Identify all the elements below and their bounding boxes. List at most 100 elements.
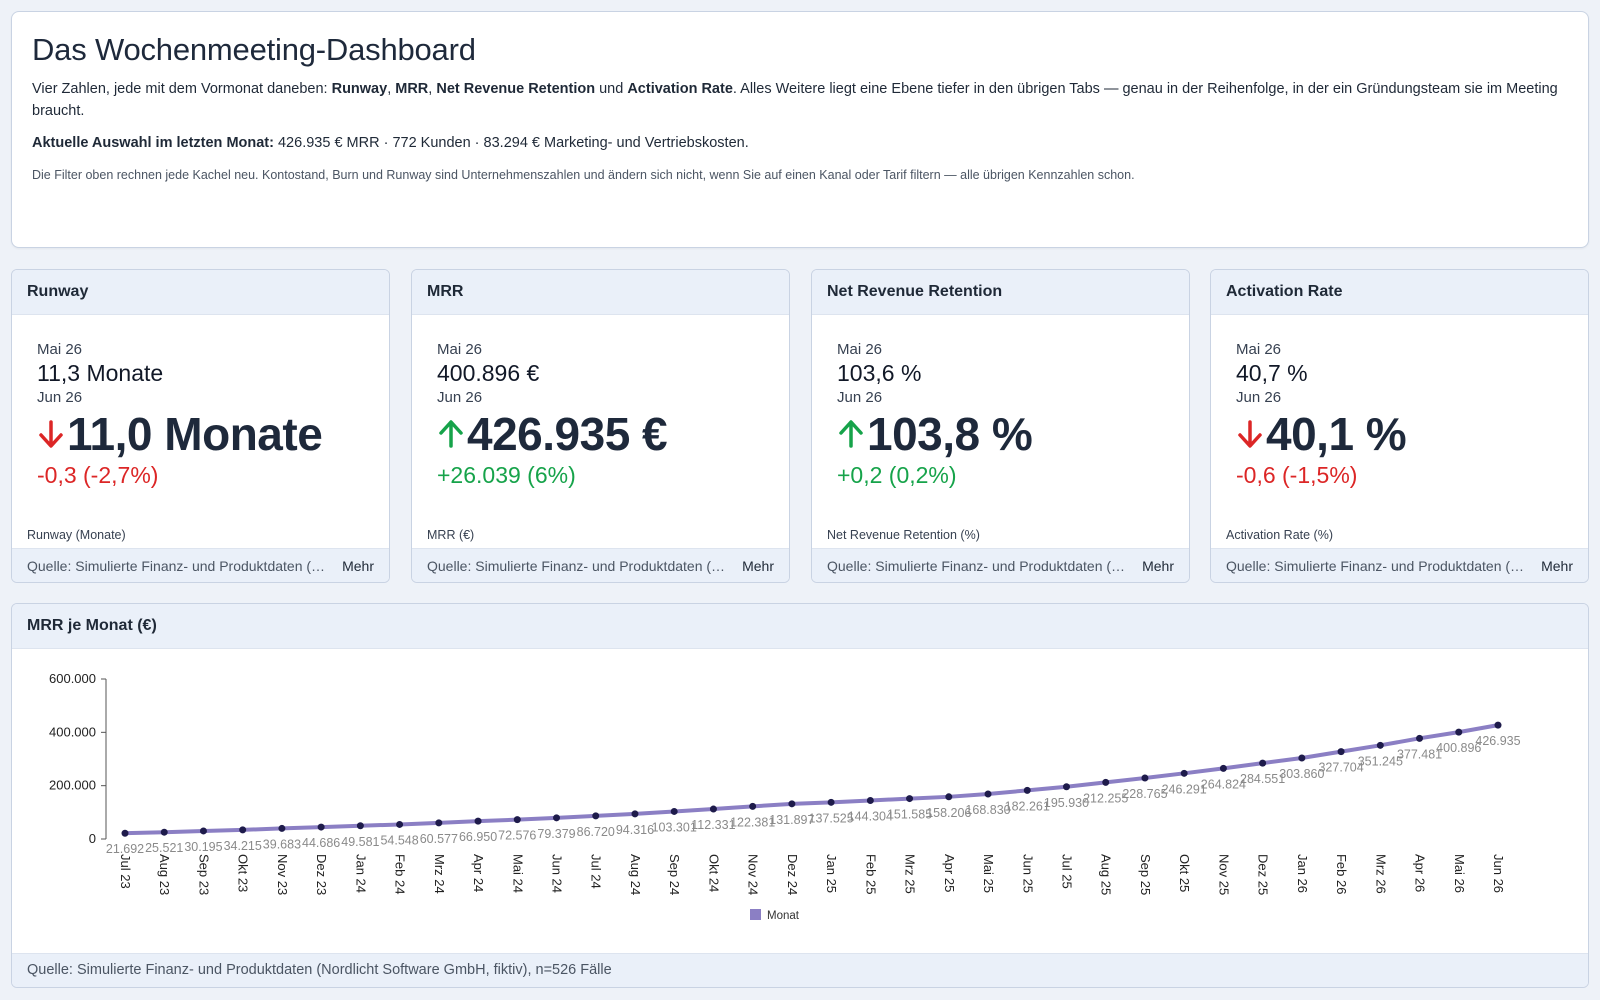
data-point (435, 819, 443, 827)
current-period-value: 11,0 Monate (67, 408, 323, 460)
data-point (1102, 778, 1110, 786)
x-tick-label: Aug 23 (157, 854, 172, 895)
x-tick-label: Nov 23 (275, 854, 290, 895)
arrow-down-icon (1238, 420, 1262, 448)
kpi-unit: Activation Rate (%) (1226, 528, 1333, 542)
x-tick-label: Aug 25 (1099, 854, 1114, 895)
data-label: 122.381 (730, 815, 775, 829)
data-point (356, 822, 364, 830)
data-label: 212.255 (1083, 791, 1128, 805)
current-period-value: 40,1 % (1266, 408, 1407, 460)
current-period-value: 103,8 % (867, 408, 1033, 460)
lead-bold-runway: Runway (331, 81, 388, 97)
x-tick-label: Okt 24 (706, 854, 721, 892)
x-tick-label: Feb 25 (863, 854, 878, 894)
data-label: 284.551 (1240, 772, 1285, 786)
data-label: 327.704 (1318, 761, 1363, 775)
series-line-monat (124, 723, 1499, 836)
selection-label: Aktuelle Auswahl im letzten Monat: (32, 135, 274, 151)
data-point (513, 816, 521, 824)
current-period-label: Jun 26 (1236, 389, 1282, 406)
data-point (239, 826, 247, 834)
kpi-card-mrr: MRR Mai 26 400.896 € Jun 26 426.935 € +2… (411, 269, 790, 583)
data-label: 49.581 (341, 835, 379, 849)
data-label: 131.897 (769, 813, 814, 827)
arrow-up-icon (439, 420, 463, 448)
x-tick-label: Apr 25 (942, 854, 957, 892)
data-point (121, 829, 129, 837)
data-point (1376, 741, 1384, 749)
more-button[interactable]: Mehr (342, 558, 374, 574)
y-tick-label: 200.000 (49, 778, 96, 793)
data-point (709, 805, 717, 813)
y-tick-label: 600.000 (49, 671, 96, 686)
kpi-title: Runway (12, 270, 389, 315)
data-point (631, 810, 639, 818)
x-tick-label: Apr 24 (471, 854, 486, 892)
x-tick-label: Mrz 26 (1373, 854, 1388, 894)
page-title: Das Wochenmeeting-Dashboard (32, 32, 476, 67)
current-period-label: Jun 26 (37, 389, 83, 406)
selection-text: 426.935 € MRR · 772 Kunden · 83.294 € Ma… (273, 135, 749, 151)
current-period-value: 426.935 € (467, 408, 668, 460)
x-tick-label: Feb 26 (1334, 854, 1349, 894)
data-point (1416, 734, 1424, 742)
x-tick-label: Dez 23 (314, 854, 329, 895)
data-point (1259, 759, 1267, 767)
data-point (396, 820, 404, 828)
prev-period-label: Mai 26 (837, 341, 883, 358)
data-label: 158.206 (926, 806, 971, 820)
delta-value: +26.039 (6%) (437, 462, 576, 488)
data-label: 21.692 (106, 842, 144, 856)
data-point (788, 800, 796, 808)
x-tick-label: Nov 24 (746, 854, 761, 895)
x-tick-label: Apr 26 (1413, 854, 1428, 892)
more-button[interactable]: Mehr (1541, 558, 1573, 574)
data-point (1494, 721, 1502, 729)
x-tick-label: Mai 26 (1452, 854, 1467, 893)
prev-period-value: 40,7 % (1236, 360, 1308, 386)
chart-source: Quelle: Simulierte Finanz- und Produktda… (12, 953, 1588, 987)
prev-period-label: Mai 26 (437, 341, 483, 358)
data-label: 86.720 (577, 825, 615, 839)
chart-title: MRR je Monat (€) (12, 604, 1588, 649)
data-label: 182.261 (1005, 799, 1050, 813)
data-point (866, 797, 874, 805)
delta-value: -0,3 (-2,7%) (37, 462, 159, 488)
data-point (1219, 764, 1227, 772)
data-label: 137.525 (809, 811, 854, 825)
data-label: 195.930 (1044, 796, 1089, 810)
kpi-source: Quelle: Simulierte Finanz- und Produktda… (827, 558, 1127, 574)
more-button[interactable]: Mehr (742, 558, 774, 574)
kpi-card-nrr: Net Revenue Retention Mai 26 103,6 % Jun… (811, 269, 1190, 583)
data-label: 303.860 (1279, 767, 1324, 781)
data-label: 351.245 (1358, 754, 1403, 768)
data-label: 228.765 (1122, 787, 1167, 801)
intro-lead: Vier Zahlen, jede mit dem Vormonat daneb… (32, 78, 1568, 122)
x-tick-label: Mrz 24 (432, 854, 447, 894)
data-point (317, 823, 325, 831)
x-tick-label: Sep 24 (667, 854, 682, 895)
data-label: 25.521 (145, 841, 183, 855)
prev-period-value: 11,3 Monate (37, 360, 164, 386)
more-button[interactable]: Mehr (1142, 558, 1174, 574)
data-point (474, 817, 482, 825)
data-label: 94.316 (616, 823, 654, 837)
arrow-down-icon (39, 420, 63, 448)
data-point (749, 802, 757, 810)
data-point (1023, 786, 1031, 794)
lead-bold-mrr: MRR (395, 81, 429, 97)
data-label: 426.935 (1475, 734, 1520, 748)
prev-period-label: Mai 26 (37, 341, 83, 358)
x-tick-label: Aug 24 (628, 854, 643, 895)
x-tick-label: Mrz 25 (903, 854, 918, 894)
x-tick-label: Nov 25 (1216, 854, 1231, 895)
data-point (160, 828, 168, 836)
data-point (670, 807, 678, 815)
kpi-source: Quelle: Simulierte Finanz- und Produktda… (1226, 558, 1526, 574)
data-point (592, 812, 600, 820)
data-label: 60.577 (420, 832, 458, 846)
kpi-title: Net Revenue Retention (812, 270, 1189, 315)
data-label: 44.686 (302, 836, 340, 850)
